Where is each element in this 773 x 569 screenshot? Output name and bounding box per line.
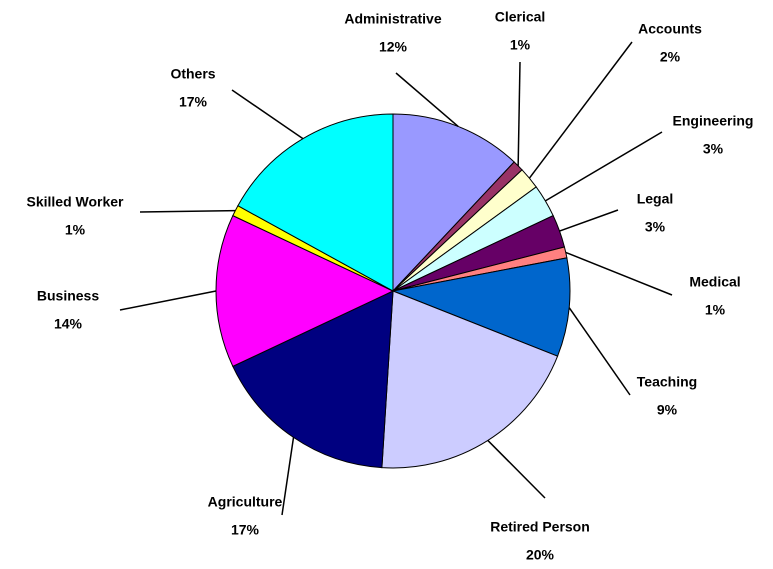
slice-value-label: 14% xyxy=(54,316,83,332)
slice-value-label: 12% xyxy=(379,39,408,55)
pie-slice xyxy=(392,113,515,293)
pie-slice xyxy=(237,113,394,292)
leader-line xyxy=(559,209,619,232)
slice-value-label: 1% xyxy=(510,37,531,53)
slice-value-label: 3% xyxy=(703,141,724,157)
slice-value-label: 3% xyxy=(645,219,666,235)
leader-line xyxy=(565,251,673,296)
leader-line xyxy=(528,41,633,179)
leader-line xyxy=(139,209,236,213)
leader-line xyxy=(119,290,217,311)
leader-line xyxy=(231,89,304,140)
slice-label: Retired Person xyxy=(490,519,590,535)
pie-slice xyxy=(381,290,559,469)
slice-value-label: 1% xyxy=(65,222,86,238)
slice-value-label: 17% xyxy=(179,94,208,110)
slice-label: Agriculture xyxy=(208,494,283,510)
slice-label: Administrative xyxy=(344,11,441,27)
slice-value-label: 20% xyxy=(526,547,555,563)
leader-line xyxy=(517,61,521,166)
slice-value-label: 17% xyxy=(231,522,260,538)
slice-label: Teaching xyxy=(637,374,697,390)
slice-label: Medical xyxy=(689,274,740,290)
slice-label: Business xyxy=(37,288,99,304)
slice-label: Legal xyxy=(637,191,674,207)
leader-line xyxy=(487,439,546,499)
slice-value-label: 9% xyxy=(657,402,678,418)
leader-line xyxy=(568,307,631,396)
pie-slice xyxy=(215,214,395,368)
slice-value-label: 2% xyxy=(660,49,681,65)
leader-line xyxy=(395,72,459,127)
slice-label: Engineering xyxy=(673,113,754,129)
pie-slice xyxy=(391,257,571,357)
slice-label: Skilled Worker xyxy=(26,194,124,210)
leader-line xyxy=(544,131,663,202)
slice-label: Clerical xyxy=(495,9,546,25)
slice-label: Accounts xyxy=(638,21,702,37)
slice-label: Others xyxy=(170,66,215,82)
leader-line xyxy=(281,437,295,516)
slice-value-label: 1% xyxy=(705,302,726,318)
